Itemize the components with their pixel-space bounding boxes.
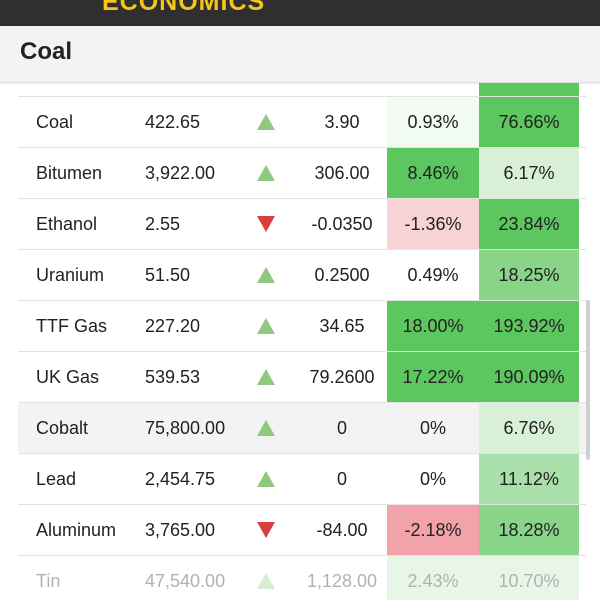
percent-change-cell: 0% <box>387 403 479 453</box>
ytd-change-cell: 10.70% <box>479 556 579 600</box>
table-row[interactable]: Bitumen 3,922.00 306.00 8.46% 6.17% <box>18 148 586 199</box>
table-row[interactable]: Aluminum 3,765.00 -84.00 -2.18% 18.28% <box>18 505 586 556</box>
table-row[interactable]: UK Gas 539.53 79.2600 17.22% 190.09% <box>18 352 586 403</box>
commodity-name: UK Gas <box>36 366 100 387</box>
change-cell: 79.2600 <box>309 366 375 387</box>
table-row-partial <box>18 83 586 97</box>
price-cell: 3,922.00 <box>145 162 216 183</box>
change-cell: 0.2500 <box>314 264 370 285</box>
change-cell: -84.00 <box>316 519 368 540</box>
commodity-name: Tin <box>36 570 61 591</box>
arrow-up-icon <box>256 97 276 147</box>
commodity-table: Coal 422.65 3.90 0.93% 76.66% Bitumen 3,922.00… <box>18 83 586 600</box>
percent-change-cell: 17.22% <box>387 352 479 402</box>
ytd-change-cell: 193.92% <box>479 301 579 351</box>
page-header: Coal <box>0 26 600 83</box>
scrollbar[interactable] <box>586 300 590 460</box>
percent-change-cell: 18.00% <box>387 301 479 351</box>
price-cell: 51.50 <box>145 264 191 285</box>
price-cell: 47,540.00 <box>145 570 226 591</box>
table-row[interactable]: Cobalt 75,800.00 0 0% 6.76% <box>18 403 586 454</box>
page-title: Coal <box>20 38 73 65</box>
arrow-down-icon <box>256 199 276 249</box>
change-cell: 0 <box>336 468 347 489</box>
percent-change-cell: 0.93% <box>387 97 479 147</box>
arrow-up-icon <box>256 403 276 453</box>
arrow-up-icon <box>256 454 276 504</box>
price-cell: 2.55 <box>145 213 181 234</box>
ytd-cell <box>479 83 579 96</box>
table-row[interactable]: Ethanol 2.55 -0.0350 -1.36% 23.84% <box>18 199 586 250</box>
change-cell: -0.0350 <box>311 213 373 234</box>
price-cell: 227.20 <box>145 315 201 336</box>
price-cell: 3,765.00 <box>145 519 216 540</box>
table-row[interactable]: Tin 47,540.00 1,128.00 2.43% 10.70% <box>18 556 586 600</box>
brand-logo[interactable]: ECONOMICS <box>102 0 266 16</box>
arrow-up-icon <box>256 556 276 600</box>
arrow-up-icon <box>256 250 276 300</box>
arrow-up-icon <box>256 301 276 351</box>
change-cell: 306.00 <box>314 162 370 183</box>
price-cell: 539.53 <box>145 366 201 387</box>
change-cell: 1,128.00 <box>306 570 378 591</box>
commodity-name: Bitumen <box>36 162 103 183</box>
change-cell: 34.65 <box>319 315 365 336</box>
arrow-up-icon <box>256 148 276 198</box>
ytd-change-cell: 23.84% <box>479 199 579 249</box>
percent-change-cell: 0.49% <box>387 250 479 300</box>
commodity-name: Aluminum <box>36 519 117 540</box>
table-row[interactable]: Uranium 51.50 0.2500 0.49% 18.25% <box>18 250 586 301</box>
percent-change-cell: 0% <box>387 454 479 504</box>
table-row[interactable]: Coal 422.65 3.90 0.93% 76.66% <box>18 97 586 148</box>
commodity-name: Cobalt <box>36 417 89 438</box>
percent-change-cell: 2.43% <box>387 556 479 600</box>
change-cell: 3.90 <box>324 111 360 132</box>
percent-change-cell: 8.46% <box>387 148 479 198</box>
table-row[interactable]: Lead 2,454.75 0 0% 11.12% <box>18 454 586 505</box>
table-row[interactable]: TTF Gas 227.20 34.65 18.00% 193.92% <box>18 301 586 352</box>
price-cell: 75,800.00 <box>145 417 226 438</box>
ytd-change-cell: 6.17% <box>479 148 579 198</box>
arrow-down-icon <box>256 505 276 555</box>
ytd-change-cell: 11.12% <box>479 454 579 504</box>
commodity-name: TTF Gas <box>36 315 107 336</box>
percent-change-cell: -2.18% <box>387 505 479 555</box>
commodity-name: Coal <box>36 111 74 132</box>
change-cell: 0 <box>336 417 347 438</box>
price-cell: 422.65 <box>145 111 201 132</box>
ytd-change-cell: 18.28% <box>479 505 579 555</box>
commodity-name: Ethanol <box>36 213 98 234</box>
ytd-change-cell: 6.76% <box>479 403 579 453</box>
arrow-up-icon <box>256 352 276 402</box>
commodity-name: Lead <box>36 468 77 489</box>
commodity-name: Uranium <box>36 264 105 285</box>
app-header: ECONOMICS <box>0 0 600 26</box>
ytd-change-cell: 76.66% <box>479 97 579 147</box>
percent-change-cell: -1.36% <box>387 199 479 249</box>
ytd-change-cell: 18.25% <box>479 250 579 300</box>
price-cell: 2,454.75 <box>145 468 216 489</box>
ytd-change-cell: 190.09% <box>479 352 579 402</box>
